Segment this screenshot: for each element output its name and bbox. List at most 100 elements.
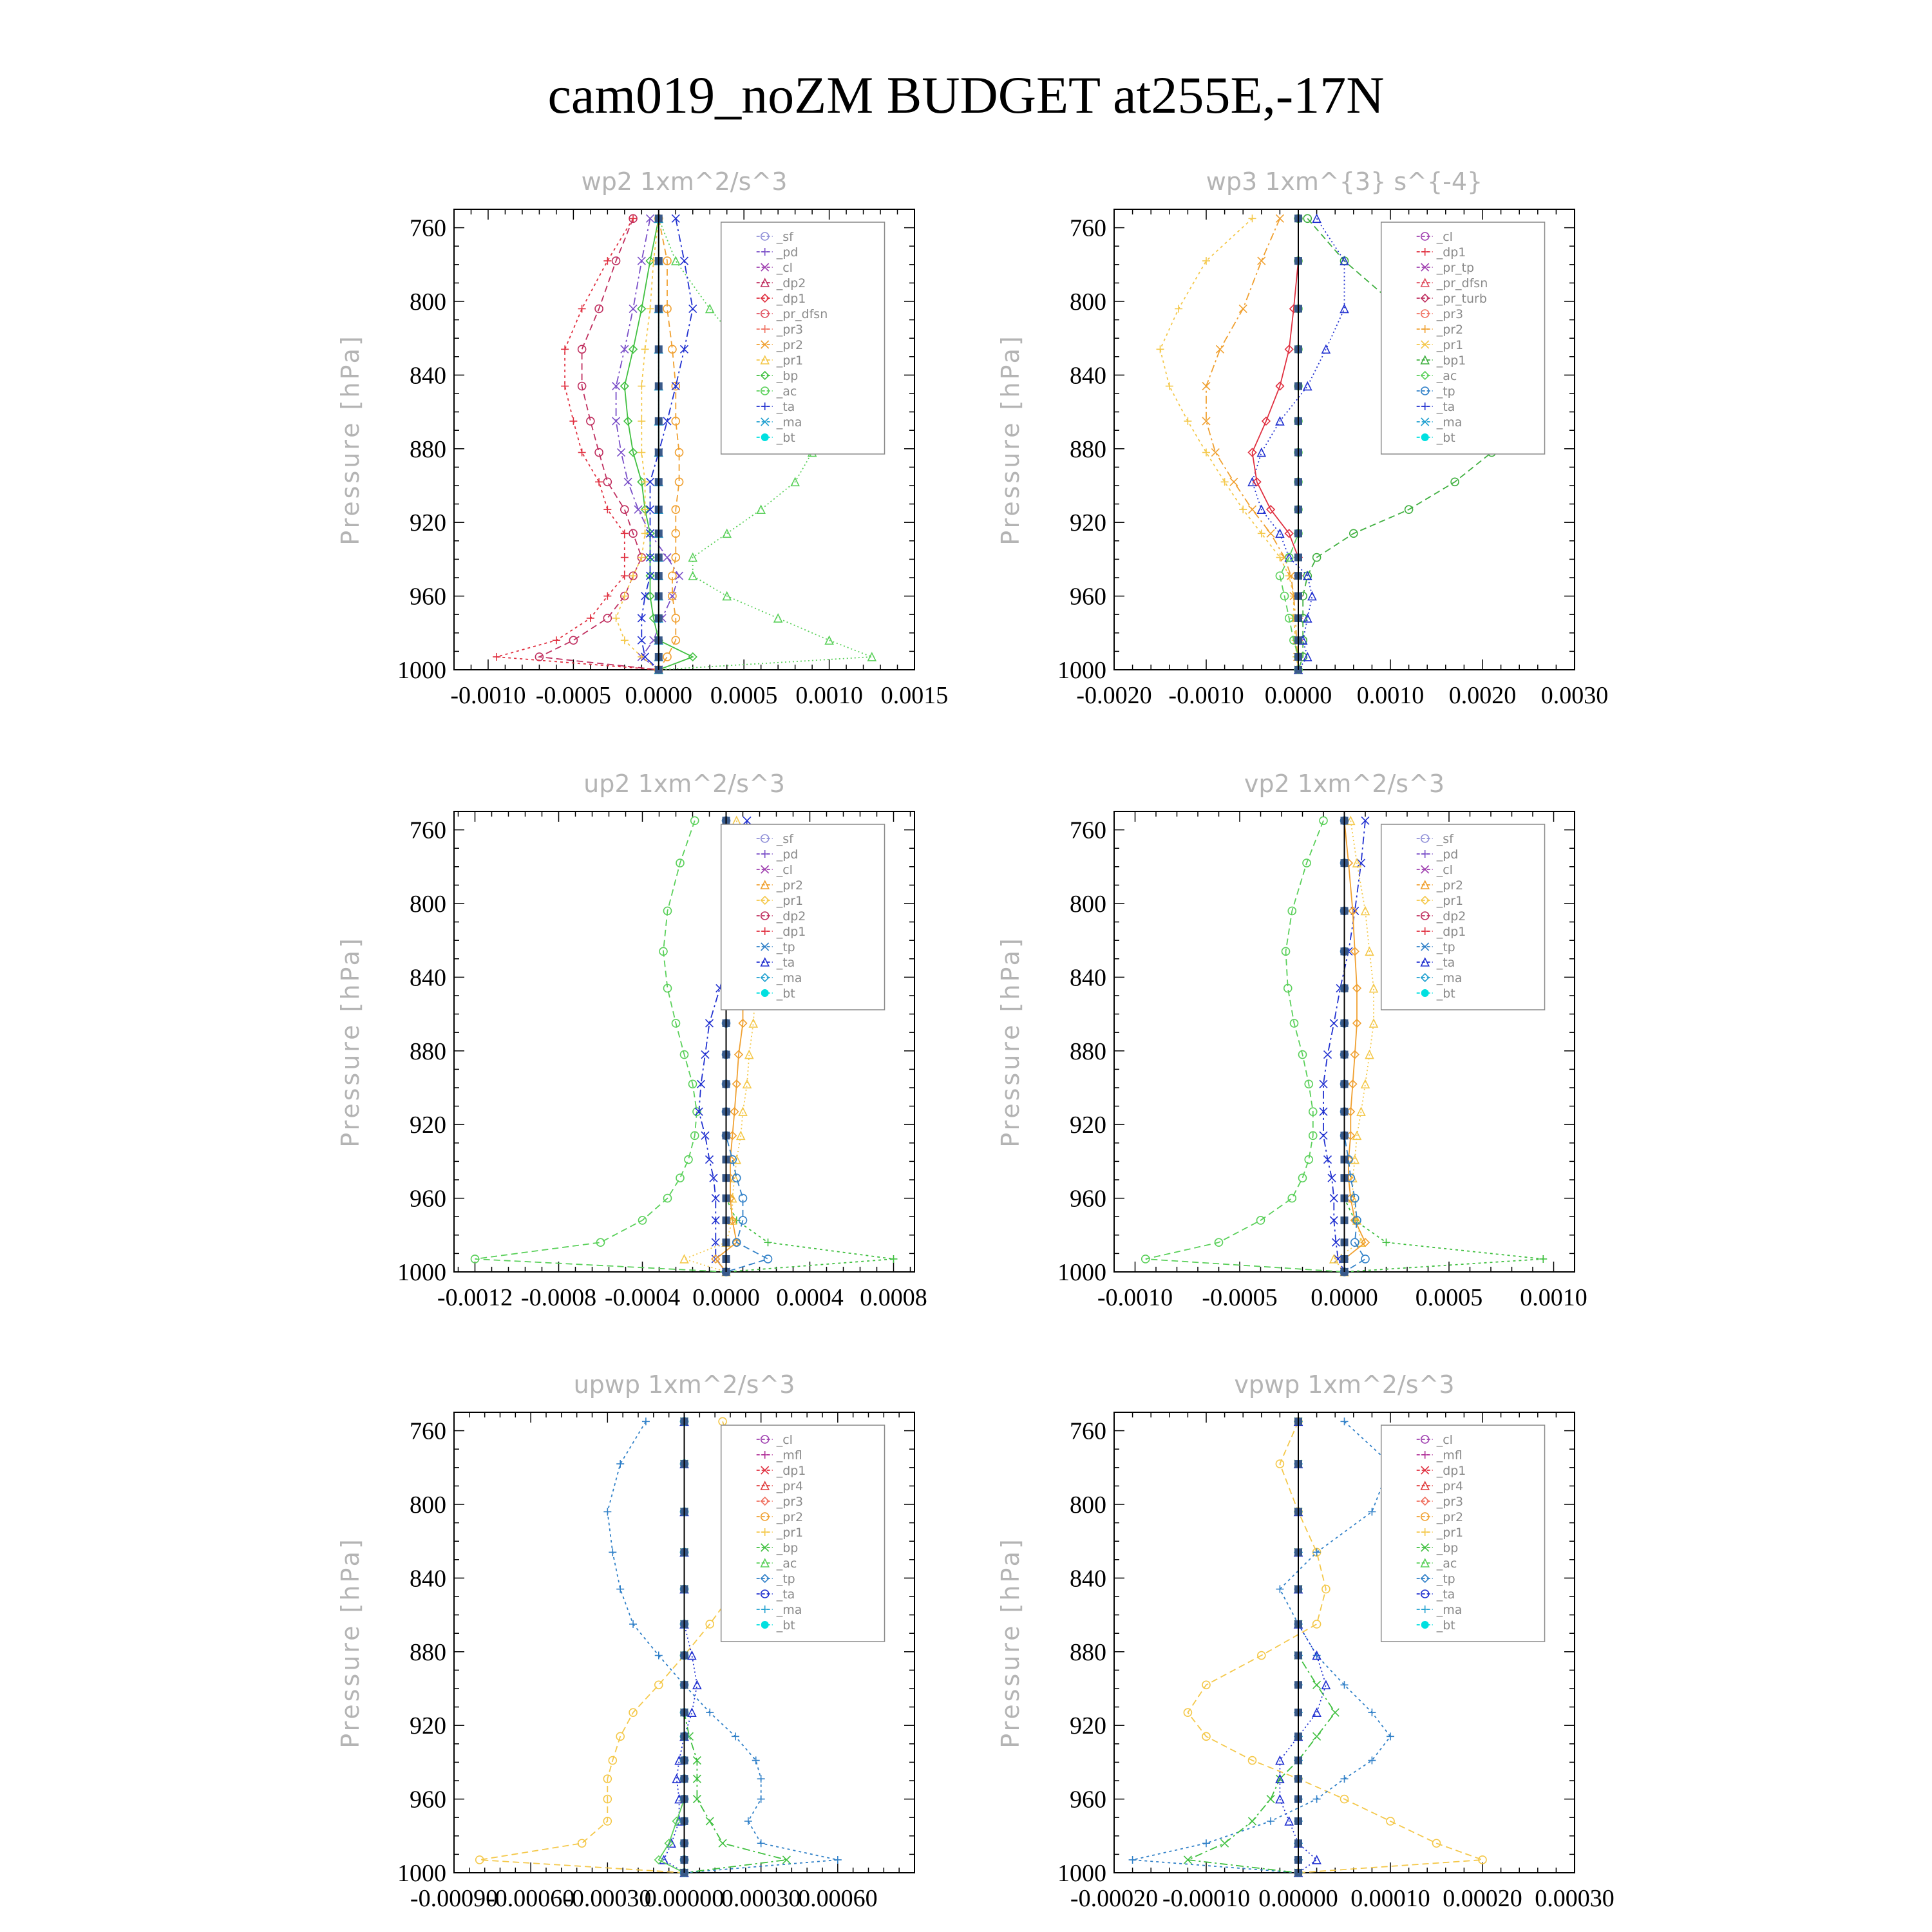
data-point: [1352, 858, 1362, 867]
legend-swatch-marker: [761, 402, 769, 410]
data-point: [620, 345, 629, 354]
legend-label: _dp1: [1436, 1464, 1466, 1478]
data-point: [742, 1079, 752, 1089]
data-point: [637, 636, 646, 645]
data-point: [1348, 1079, 1358, 1089]
data-point: [1183, 1855, 1192, 1864]
data-point: [641, 345, 649, 354]
legend-entry: _pr2: [756, 878, 803, 893]
legend-swatch-marker: [760, 1512, 770, 1521]
legend-box: [1380, 1425, 1546, 1642]
data-point: [696, 1079, 706, 1088]
data-point: [1266, 1795, 1275, 1804]
data-point: [603, 1794, 612, 1804]
data-point: [1289, 1019, 1299, 1028]
data-point: [612, 614, 620, 622]
data-point: [867, 652, 877, 661]
legend-label: _dp2: [776, 909, 806, 923]
data-point: [1348, 906, 1358, 916]
data-point: [1329, 1019, 1338, 1028]
data-point: [1275, 571, 1285, 580]
data-point: [744, 1049, 754, 1059]
series-ac: [654, 1417, 689, 1878]
legend-label: _ma: [776, 415, 802, 430]
y-tick-label: 1000: [397, 657, 446, 684]
legend-entry: _pr2: [756, 338, 803, 352]
data-point: [679, 256, 689, 265]
x-tick-label: 0.00020: [1443, 1885, 1522, 1912]
data-point: [586, 614, 594, 622]
data-point: [1365, 1049, 1374, 1059]
legend-entry: _bp1: [1416, 354, 1466, 368]
data-point: [738, 1216, 748, 1225]
data-point: [1266, 529, 1275, 538]
legend-swatch-marker: [1420, 911, 1430, 920]
data-point: [687, 1650, 697, 1660]
data-point: [1303, 571, 1312, 580]
legend-swatch-marker: [760, 370, 770, 381]
data-point: [674, 448, 684, 457]
data-point: [1308, 1107, 1318, 1116]
data-point: [679, 1254, 689, 1264]
data-point: [561, 382, 569, 390]
data-point: [620, 529, 629, 538]
data-point: [1141, 1255, 1150, 1264]
data-point: [1165, 382, 1173, 390]
data-point: [603, 506, 612, 514]
legend-swatch-marker: [761, 417, 770, 426]
data-point: [1280, 591, 1289, 601]
data-point: [1214, 1238, 1224, 1247]
legend-label: _cl: [1436, 863, 1453, 877]
data-point: [833, 1855, 842, 1864]
x-tick-label: -0.00090: [410, 1885, 498, 1912]
data-point: [1340, 256, 1349, 265]
data-point: [620, 381, 629, 391]
data-point: [670, 256, 681, 265]
y-axis-label: Pressure [hPa]: [336, 334, 365, 545]
legend-entry: _ma: [1416, 971, 1462, 985]
legend-swatch-marker: [1420, 1573, 1430, 1584]
data-point: [645, 529, 655, 538]
data-point: [1284, 614, 1294, 623]
legend-entry: _pr_tp: [1416, 261, 1474, 275]
legend-label: _pr3: [776, 1495, 803, 1509]
series-line: [1187, 1421, 1483, 1873]
legend-swatch-marker: [1420, 972, 1430, 983]
data-point: [1247, 1817, 1257, 1826]
data-point: [1319, 1131, 1328, 1140]
data-point: [1202, 1732, 1211, 1741]
legend-entry: _ta: [756, 956, 795, 970]
legend-swatch-marker: [1421, 1451, 1429, 1459]
legend-entry: _bp: [1416, 1541, 1458, 1555]
legend-swatch-marker: [761, 1528, 769, 1536]
data-point: [623, 416, 633, 426]
data-point: [1284, 345, 1294, 354]
data-point: [1303, 381, 1312, 391]
data-point: [1261, 416, 1271, 426]
data-point: [1175, 305, 1183, 313]
legend-label: _bt: [776, 431, 795, 445]
data-point: [1287, 906, 1297, 916]
panel-title: vpwp 1xm^2/s^3: [1234, 1370, 1454, 1399]
plot-frame: [1113, 1412, 1575, 1873]
data-point: [692, 1107, 701, 1116]
x-tick-label: -0.00010: [1162, 1885, 1250, 1912]
data-point: [470, 1255, 480, 1264]
y-tick-label: 920: [1070, 1112, 1106, 1139]
data-point: [1267, 1817, 1275, 1825]
data-point: [645, 553, 655, 562]
series-tp: [1128, 1417, 1394, 1877]
legend-label: _bp: [776, 369, 799, 383]
data-point: [611, 256, 621, 265]
legend-swatch-marker: [760, 293, 770, 303]
x-tick-label: -0.00020: [1070, 1885, 1158, 1912]
legend-entry: _pr3: [756, 1495, 803, 1509]
legend-entry: _bt: [1416, 987, 1455, 1001]
data-point: [1275, 1459, 1285, 1468]
legend-label: _ta: [1436, 400, 1455, 414]
data-point: [1257, 256, 1266, 265]
data-point: [612, 381, 621, 391]
legend-swatch-marker: [1420, 309, 1430, 318]
y-tick-label: 920: [410, 509, 446, 536]
data-point: [616, 1585, 625, 1593]
